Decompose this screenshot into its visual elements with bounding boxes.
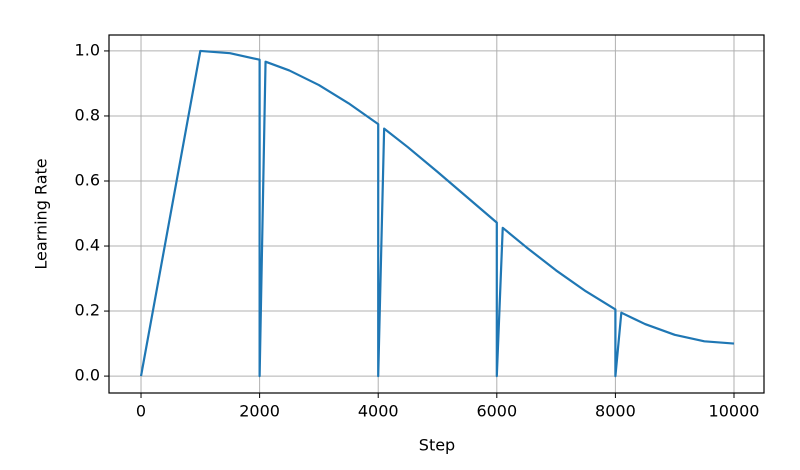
x-tick-label: 8000 xyxy=(595,402,636,421)
plot-frame xyxy=(108,34,765,394)
y-tick-label: 0.6 xyxy=(75,170,100,189)
y-axis-label: Learning Rate xyxy=(32,158,51,269)
y-tick-label: 1.0 xyxy=(75,40,100,59)
x-tick-label: 6000 xyxy=(476,402,517,421)
y-tick-label: 0.8 xyxy=(75,105,100,124)
y-tick-label: 0.0 xyxy=(75,366,100,385)
x-axis-label: Step xyxy=(419,436,455,455)
x-tick-label: 2000 xyxy=(239,402,280,421)
y-tick-label: 0.4 xyxy=(75,236,100,255)
data-line xyxy=(139,49,735,378)
x-tick-label: 4000 xyxy=(358,402,399,421)
x-tick-label: 10000 xyxy=(709,402,760,421)
x-tick-label: 0 xyxy=(136,402,146,421)
y-tick-label: 0.2 xyxy=(75,301,100,320)
